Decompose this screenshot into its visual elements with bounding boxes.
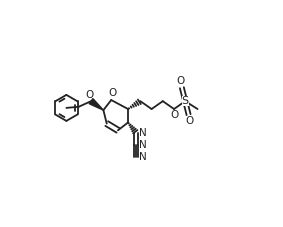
Text: O: O	[170, 110, 178, 120]
Text: O: O	[108, 88, 117, 98]
Text: O: O	[177, 76, 185, 86]
Text: O: O	[186, 116, 194, 126]
Text: S: S	[182, 96, 189, 106]
Text: N: N	[139, 140, 147, 150]
Text: O: O	[86, 90, 94, 100]
Polygon shape	[89, 99, 103, 110]
Text: N: N	[139, 152, 147, 162]
Text: N: N	[139, 128, 147, 138]
